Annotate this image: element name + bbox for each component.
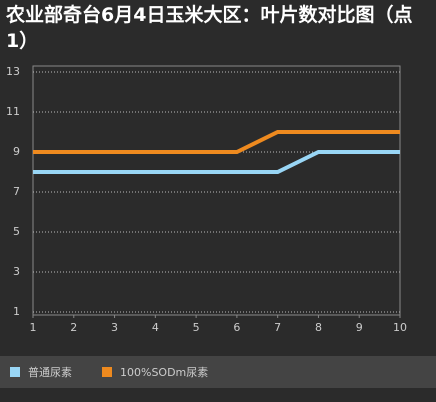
y-tick-label: 9 [13,145,20,158]
x-tick-label: 6 [233,321,240,334]
x-tick-label: 3 [111,321,118,334]
x-tick-label: 5 [193,321,200,334]
x-tick-label: 9 [356,321,363,334]
legend-swatch [102,367,112,377]
y-tick-label: 13 [6,65,20,78]
x-tick-label: 7 [274,321,281,334]
chart-title: 农业部奇台6月4日玉米大区：叶片数对比图（点1） [6,4,413,52]
x-tick-label: 8 [315,321,322,334]
x-tick-label: 2 [70,321,77,334]
y-tick-label: 11 [6,105,20,118]
y-tick-label: 7 [13,185,20,198]
legend-band [0,356,436,388]
series-line [33,130,400,154]
x-tick-label: 1 [30,321,37,334]
y-tick-label: 5 [13,225,20,238]
y-tick-label: 3 [13,265,20,278]
legend-swatch [10,367,20,377]
legend-label: 100%SODm尿素 [120,366,208,379]
series-line [33,150,400,174]
x-tick-label: 4 [152,321,159,334]
x-tick-label: 10 [393,321,407,334]
plot-frame [32,65,401,316]
legend-label: 普通尿素 [28,365,72,379]
y-tick-label: 1 [13,305,20,318]
